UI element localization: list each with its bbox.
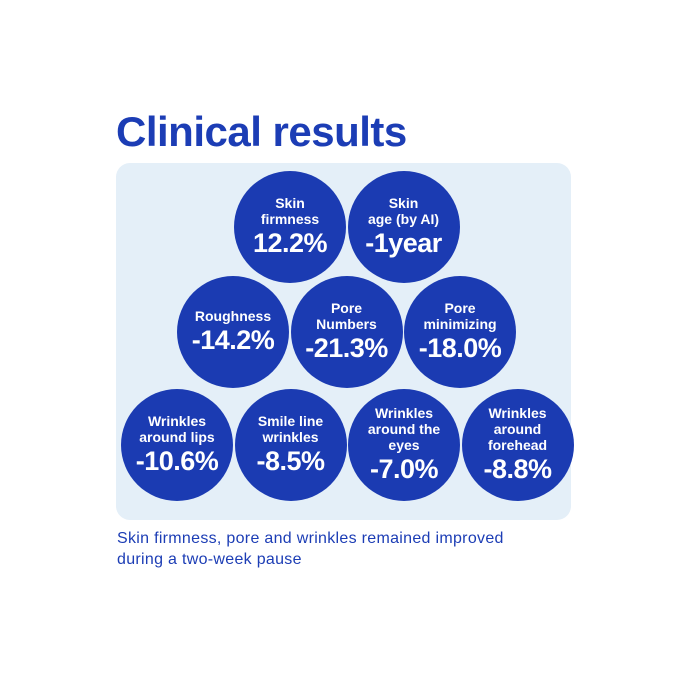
result-value: -21.3% <box>305 333 388 363</box>
result-value: -1year <box>365 228 442 258</box>
result-label: Skin <box>388 195 419 211</box>
result-value: -10.6% <box>135 446 219 476</box>
result-circle: Wrinkles around the eyes -7.0% <box>348 389 460 501</box>
result-circle: Smile line wrinkles -8.5% <box>234 389 347 501</box>
result-value: -14.2% <box>191 325 275 355</box>
footnote: Skin firmness, pore and wrinkles remaine… <box>117 530 504 568</box>
result-label: Smile line <box>257 413 324 429</box>
result-label: Wrinkles <box>374 405 434 421</box>
result-label: age (by AI) <box>367 211 440 227</box>
result-circle: Skin age (by AI) -1year <box>347 171 460 283</box>
result-value: -8.5% <box>256 446 325 476</box>
result-value: -8.8% <box>483 454 552 484</box>
result-label: firmness <box>260 211 320 227</box>
result-value: -7.0% <box>369 454 439 484</box>
result-label: forehead <box>487 437 548 453</box>
result-label: Wrinkles <box>147 413 207 429</box>
result-label: Pore <box>330 300 363 316</box>
result-label: wrinkles <box>262 429 319 445</box>
result-circle: Skin firmness 12.2% <box>234 171 346 283</box>
result-label: Wrinkles <box>488 405 547 421</box>
result-label: Skin <box>275 195 305 211</box>
result-circle: Wrinkles around lips -10.6% <box>121 389 233 501</box>
result-label: Numbers <box>316 316 377 332</box>
result-circle: Wrinkles around forehead -8.8% <box>461 389 574 501</box>
result-label: minimizing <box>423 316 497 332</box>
result-circle: Pore Numbers -21.3% <box>290 276 403 388</box>
result-label: around <box>493 421 542 437</box>
result-label: around lips <box>139 429 215 445</box>
result-label: eyes <box>388 437 420 453</box>
result-label: Pore <box>444 300 476 316</box>
result-circle: Roughness -14.2% <box>177 276 289 388</box>
title: Clinical results <box>116 108 407 155</box>
result-value: -18.0% <box>418 333 502 363</box>
result-label: Roughness <box>194 308 272 324</box>
result-label: around the <box>367 421 441 437</box>
result-value: 12.2% <box>252 228 328 258</box>
result-circle: Pore minimizing -18.0% <box>404 276 516 388</box>
